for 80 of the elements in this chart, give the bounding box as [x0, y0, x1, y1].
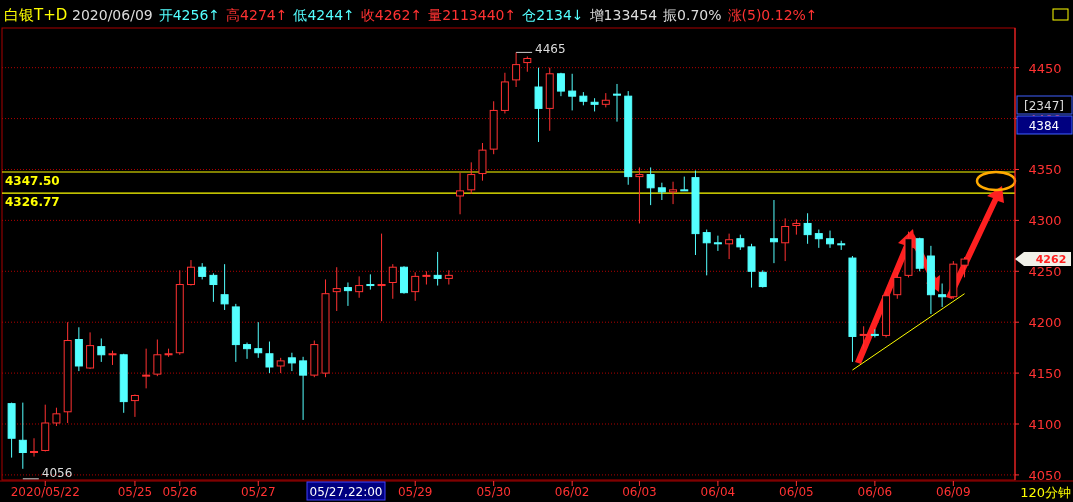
candlestick [781, 217, 790, 262]
candlestick [366, 273, 375, 291]
candlestick [18, 402, 27, 470]
annotation: 4465 [535, 42, 566, 57]
candlestick [254, 321, 263, 359]
y-tick-label: 4100 [1028, 417, 1062, 432]
y-tick-label: 4350 [1028, 162, 1062, 178]
candlestick [635, 166, 644, 224]
candlestick [97, 337, 106, 363]
candlestick [814, 229, 823, 249]
y-tick-label: 4250 [1028, 264, 1062, 280]
candlestick [130, 393, 139, 418]
candlestick [30, 437, 39, 458]
x-tick-label: 05/29 [397, 485, 433, 499]
x-tick-label: 06/05 [779, 485, 814, 499]
candlestick [478, 142, 487, 182]
text: 120分钟 [1020, 485, 1071, 500]
candlestick [187, 259, 195, 287]
candlestick [343, 281, 352, 307]
candlestick [265, 341, 274, 374]
x-tick-label: 06/06 [857, 485, 893, 499]
candlestick [52, 407, 61, 427]
candlestick [613, 83, 621, 123]
x-tick-label: 05/26 [162, 485, 198, 499]
candlestick [433, 251, 442, 287]
y-tick-label: 4150 [1028, 366, 1062, 382]
candlestick [893, 271, 902, 300]
candlestick [142, 348, 151, 389]
candlestick [646, 166, 655, 206]
annotation: 4056 [41, 465, 73, 480]
text: 2020/06/09 开4256↑ 高4274↑ 低4244↑ 收4262↑ 量2113440↑ 仓2134↓ 增133454 振0.70% 涨(5)0.12%↑ [72, 7, 818, 23]
candlestick [769, 199, 778, 264]
y-tick-label: 4050 [1028, 467, 1062, 483]
candlestick [467, 161, 476, 195]
candlestick [568, 73, 577, 111]
candlestick [332, 266, 341, 312]
candlestick [713, 235, 722, 252]
x-tick-label: 2020/05/22 [10, 485, 80, 499]
candlestick [299, 356, 308, 421]
candlestick [388, 263, 397, 300]
x-tick-label: 05/30 [476, 485, 511, 499]
chart-title: 白银T+D [4, 6, 68, 24]
candlestick [702, 229, 711, 276]
candlestick [870, 328, 879, 338]
text: 4384 [1028, 119, 1060, 133]
x-tick-label: 05/27 [240, 485, 276, 499]
candlestick [220, 263, 229, 311]
candlestick [938, 283, 947, 308]
x-tick-label: 05/25 [117, 485, 153, 499]
y-tick-label: 4450 [1028, 60, 1062, 76]
text: [2347] [1024, 99, 1064, 113]
candlestick [355, 275, 364, 299]
candlestick [86, 331, 95, 370]
candlestick [803, 212, 812, 245]
candlestick [669, 181, 678, 205]
candlestick [243, 342, 252, 360]
text: 05/27,22:00 [309, 485, 383, 499]
candlestick [657, 182, 666, 201]
candlestick [534, 67, 543, 143]
candlestick [960, 256, 969, 278]
ref-line-label: 4347.50 [5, 174, 60, 189]
candlestick [859, 325, 868, 350]
candlestick [512, 51, 521, 88]
y-tick-label: 4300 [1028, 213, 1062, 229]
candlestick [287, 352, 296, 372]
candlestick [422, 270, 431, 286]
x-tick-label: 06/09 [936, 485, 971, 499]
y-tick-label: 4200 [1028, 315, 1062, 331]
candlestick [209, 272, 218, 303]
candlestick [456, 172, 465, 215]
text: 4262 [1035, 253, 1067, 267]
candlestick [377, 233, 386, 322]
candlestick [725, 233, 734, 260]
candlestick [411, 271, 420, 302]
x-tick-label: 06/03 [622, 485, 657, 499]
x-tick-label: 06/02 [554, 485, 590, 499]
ref-line-label: 4326.77 [5, 195, 60, 210]
candlestick [153, 339, 162, 377]
x-tick-label: 06/04 [700, 485, 736, 499]
candlestick [826, 230, 834, 249]
